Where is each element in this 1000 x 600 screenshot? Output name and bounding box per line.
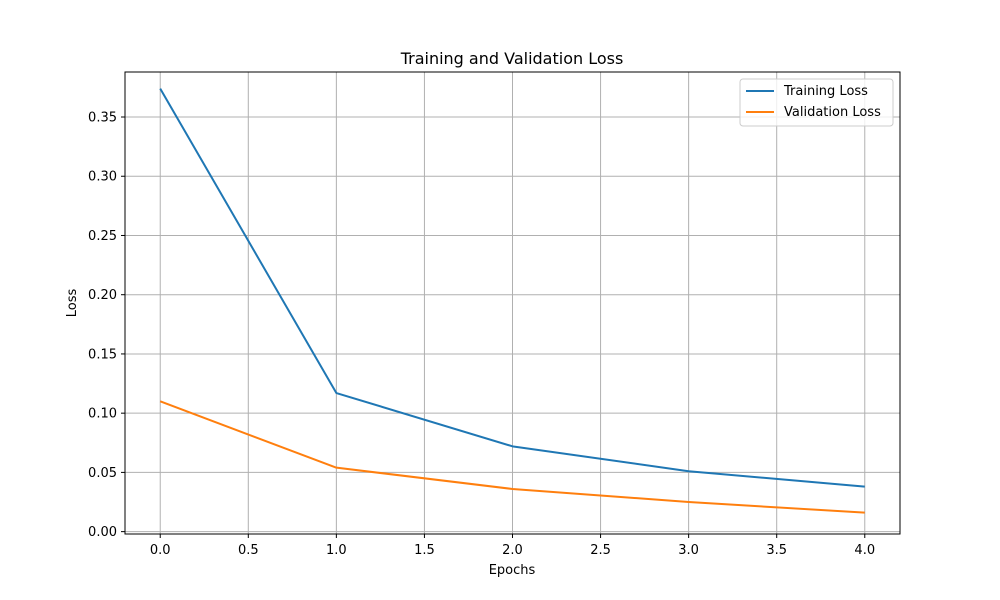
x-tick-label: 4.0 bbox=[854, 543, 875, 558]
y-tick-label: 0.30 bbox=[88, 170, 117, 185]
x-tick-label: 0.5 bbox=[238, 543, 259, 558]
x-tick-label: 3.5 bbox=[766, 543, 787, 558]
y-tick-label: 0.00 bbox=[88, 525, 117, 540]
x-tick-label: 2.0 bbox=[502, 543, 523, 558]
x-axis-ticks: 0.0 0.5 1.0 1.5 2.0 2.5 3.0 3.5 4.0 bbox=[150, 534, 875, 558]
x-axis-label: Epochs bbox=[489, 563, 536, 578]
series-layer bbox=[159, 88, 865, 514]
legend-label-validation-loss: Validation Loss bbox=[784, 105, 881, 120]
legend: Training Loss Validation Loss bbox=[739, 78, 894, 127]
y-tick-label: 0.20 bbox=[88, 288, 117, 303]
x-tick-label: 1.0 bbox=[326, 543, 347, 558]
y-tick-label: 0.25 bbox=[88, 229, 117, 244]
x-tick-label: 0.0 bbox=[150, 543, 171, 558]
legend-frame bbox=[739, 78, 894, 127]
legend-label-training-loss: Training Loss bbox=[783, 84, 868, 99]
y-axis-label: Loss bbox=[65, 289, 80, 318]
y-tick-label: 0.10 bbox=[88, 407, 117, 422]
y-tick-label: 0.05 bbox=[88, 466, 117, 481]
y-tick-label: 0.15 bbox=[88, 347, 117, 362]
chart-title: Training and Validation Loss bbox=[400, 49, 624, 68]
x-tick-label: 1.5 bbox=[414, 543, 435, 558]
y-axis-ticks: 0.00 0.05 0.10 0.15 0.20 0.25 0.30 0.35 bbox=[88, 111, 125, 540]
x-tick-label: 2.5 bbox=[590, 543, 611, 558]
x-tick-label: 3.0 bbox=[678, 543, 699, 558]
y-tick-label: 0.35 bbox=[88, 111, 117, 126]
